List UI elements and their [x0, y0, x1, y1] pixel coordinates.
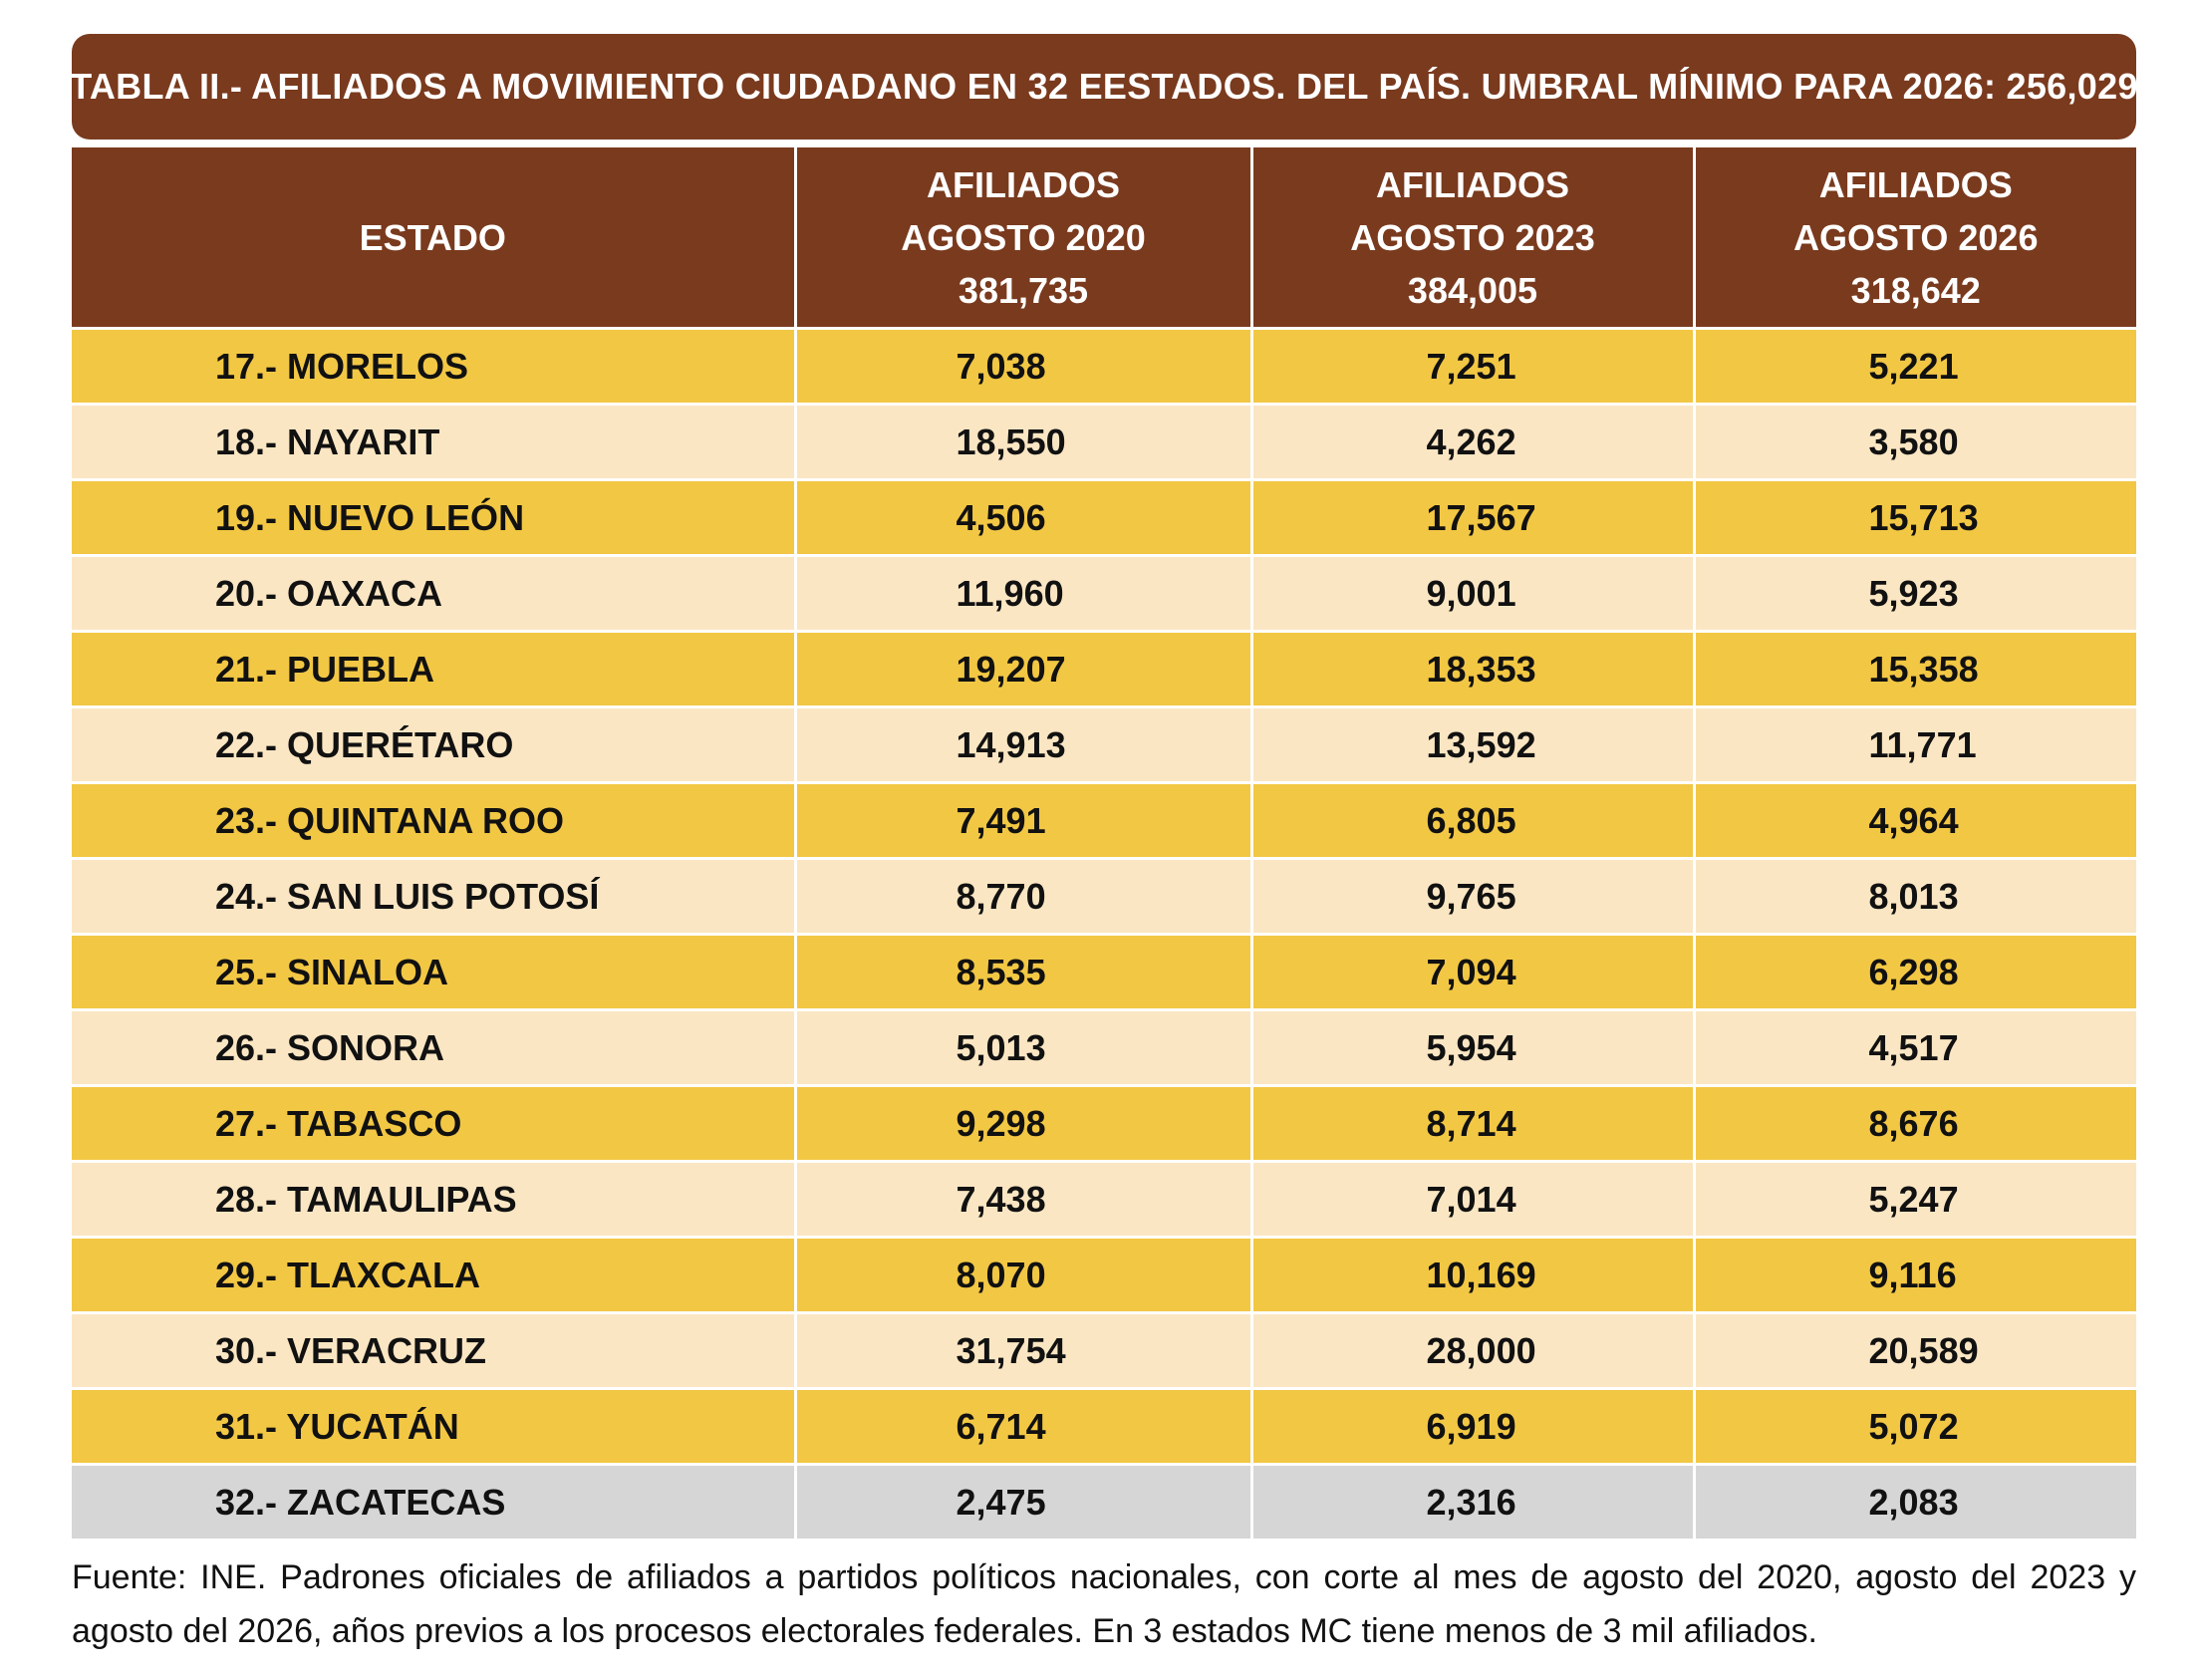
- cell-2026: 4,517: [1692, 1008, 2136, 1086]
- table-title: TABLA II.- AFILIADOS A MOVIMIENTO CIUDAD…: [70, 34, 2137, 140]
- cell-2023: 6,805: [1249, 781, 1694, 859]
- cell-estado: 22.- QUERÉTARO: [72, 705, 795, 783]
- cell-2023: 7,014: [1249, 1160, 1694, 1238]
- header-2020: AFILIADOS AGOSTO 2020 381,735: [793, 147, 1251, 329]
- table-row: 20.- OAXACA 11,960 9,001 5,923: [72, 554, 2136, 632]
- cell-2023: 7,251: [1249, 327, 1694, 405]
- cell-2026: 11,771: [1692, 705, 2136, 783]
- table-row: 30.- VERACRUZ 31,754 28,000 20,589: [72, 1311, 2136, 1389]
- cell-2023: 17,567: [1249, 478, 1694, 556]
- cell-estado: 29.- TLAXCALA: [72, 1236, 795, 1313]
- cell-estado: 32.- ZACATECAS: [72, 1463, 795, 1539]
- cell-2020: 4,506: [793, 478, 1251, 556]
- table-row: 22.- QUERÉTARO 14,913 13,592 11,771: [72, 705, 2136, 783]
- table-header-row: ESTADO AFILIADOS AGOSTO 2020 381,735 AFI…: [72, 147, 2136, 329]
- header-2026: AFILIADOS AGOSTO 2026 318,642: [1692, 147, 2136, 329]
- total-2026: 318,642: [1850, 269, 1981, 311]
- table-row: 32.- ZACATECAS 2,475 2,316 2,083: [72, 1463, 2136, 1539]
- cell-2020: 8,770: [793, 857, 1251, 935]
- cell-estado: 27.- TABASCO: [72, 1084, 795, 1162]
- cell-2023: 28,000: [1249, 1311, 1694, 1389]
- cell-2026: 15,358: [1692, 630, 2136, 707]
- total-2020: 381,735: [958, 269, 1089, 311]
- table-row: 31.- YUCATÁN 6,714 6,919 5,072: [72, 1387, 2136, 1465]
- table-row: 27.- TABASCO 9,298 8,714 8,676: [72, 1084, 2136, 1162]
- cell-2023: 7,094: [1249, 933, 1694, 1010]
- cell-2020: 11,960: [793, 554, 1251, 632]
- table-row: 23.- QUINTANA ROO 7,491 6,805 4,964: [72, 781, 2136, 859]
- cell-2020: 7,491: [793, 781, 1251, 859]
- cell-2026: 5,923: [1692, 554, 2136, 632]
- cell-2023: 6,919: [1249, 1387, 1694, 1465]
- table-row: 17.- MORELOS 7,038 7,251 5,221: [72, 327, 2136, 405]
- cell-estado: 21.- PUEBLA: [72, 630, 795, 707]
- cell-2026: 2,083: [1692, 1463, 2136, 1539]
- cell-2023: 18,353: [1249, 630, 1694, 707]
- cell-2023: 4,262: [1249, 403, 1694, 480]
- table-row: 25.- SINALOA 8,535 7,094 6,298: [72, 933, 2136, 1010]
- affiliates-table: ESTADO AFILIADOS AGOSTO 2020 381,735 AFI…: [72, 147, 2136, 1539]
- cell-2020: 9,298: [793, 1084, 1251, 1162]
- header-2023: AFILIADOS AGOSTO 2023 384,005: [1249, 147, 1694, 329]
- cell-2026: 5,247: [1692, 1160, 2136, 1238]
- cell-estado: 30.- VERACRUZ: [72, 1311, 795, 1389]
- cell-2020: 8,535: [793, 933, 1251, 1010]
- table-row: 24.- SAN LUIS POTOSÍ 8,770 9,765 8,013: [72, 857, 2136, 935]
- cell-estado: 31.- YUCATÁN: [72, 1387, 795, 1465]
- table-row: 26.- SONORA 5,013 5,954 4,517: [72, 1008, 2136, 1086]
- cell-estado: 18.- NAYARIT: [72, 403, 795, 480]
- table-row: 29.- TLAXCALA 8,070 10,169 9,116: [72, 1236, 2136, 1313]
- cell-estado: 28.- TAMAULIPAS: [72, 1160, 795, 1238]
- cell-2026: 8,676: [1692, 1084, 2136, 1162]
- cell-2023: 13,592: [1249, 705, 1694, 783]
- cell-2020: 19,207: [793, 630, 1251, 707]
- cell-2020: 7,438: [793, 1160, 1251, 1238]
- cell-2023: 2,316: [1249, 1463, 1694, 1539]
- cell-2020: 8,070: [793, 1236, 1251, 1313]
- cell-2026: 8,013: [1692, 857, 2136, 935]
- cell-2026: 5,221: [1692, 327, 2136, 405]
- table-row: 19.- NUEVO LEÓN 4,506 17,567 15,713: [72, 478, 2136, 556]
- cell-2026: 5,072: [1692, 1387, 2136, 1465]
- cell-2026: 4,964: [1692, 781, 2136, 859]
- cell-2026: 3,580: [1692, 403, 2136, 480]
- cell-2020: 14,913: [793, 705, 1251, 783]
- cell-estado: 26.- SONORA: [72, 1008, 795, 1086]
- cell-2020: 5,013: [793, 1008, 1251, 1086]
- cell-estado: 25.- SINALOA: [72, 933, 795, 1010]
- cell-2026: 15,713: [1692, 478, 2136, 556]
- cell-2023: 9,765: [1249, 857, 1694, 935]
- table-row: 18.- NAYARIT 18,550 4,262 3,580: [72, 403, 2136, 480]
- table-row: 28.- TAMAULIPAS 7,438 7,014 5,247: [72, 1160, 2136, 1238]
- cell-estado: 19.- NUEVO LEÓN: [72, 478, 795, 556]
- cell-estado: 17.- MORELOS: [72, 327, 795, 405]
- cell-2020: 7,038: [793, 327, 1251, 405]
- cell-2026: 9,116: [1692, 1236, 2136, 1313]
- cell-2020: 18,550: [793, 403, 1251, 480]
- header-estado: ESTADO: [72, 147, 795, 329]
- table-row: 21.- PUEBLA 19,207 18,353 15,358: [72, 630, 2136, 707]
- cell-2020: 2,475: [793, 1463, 1251, 1539]
- cell-2020: 31,754: [793, 1311, 1251, 1389]
- source-footnote: Fuente: INE. Padrones oficiales de afili…: [72, 1558, 2136, 1650]
- cell-2023: 9,001: [1249, 554, 1694, 632]
- cell-2026: 6,298: [1692, 933, 2136, 1010]
- cell-estado: 23.- QUINTANA ROO: [72, 781, 795, 859]
- cell-2023: 5,954: [1249, 1008, 1694, 1086]
- cell-estado: 24.- SAN LUIS POTOSÍ: [72, 857, 795, 935]
- total-2023: 384,005: [1407, 269, 1538, 311]
- cell-2023: 8,714: [1249, 1084, 1694, 1162]
- cell-2020: 6,714: [793, 1387, 1251, 1465]
- cell-2023: 10,169: [1249, 1236, 1694, 1313]
- cell-2026: 20,589: [1692, 1311, 2136, 1389]
- cell-estado: 20.- OAXACA: [72, 554, 795, 632]
